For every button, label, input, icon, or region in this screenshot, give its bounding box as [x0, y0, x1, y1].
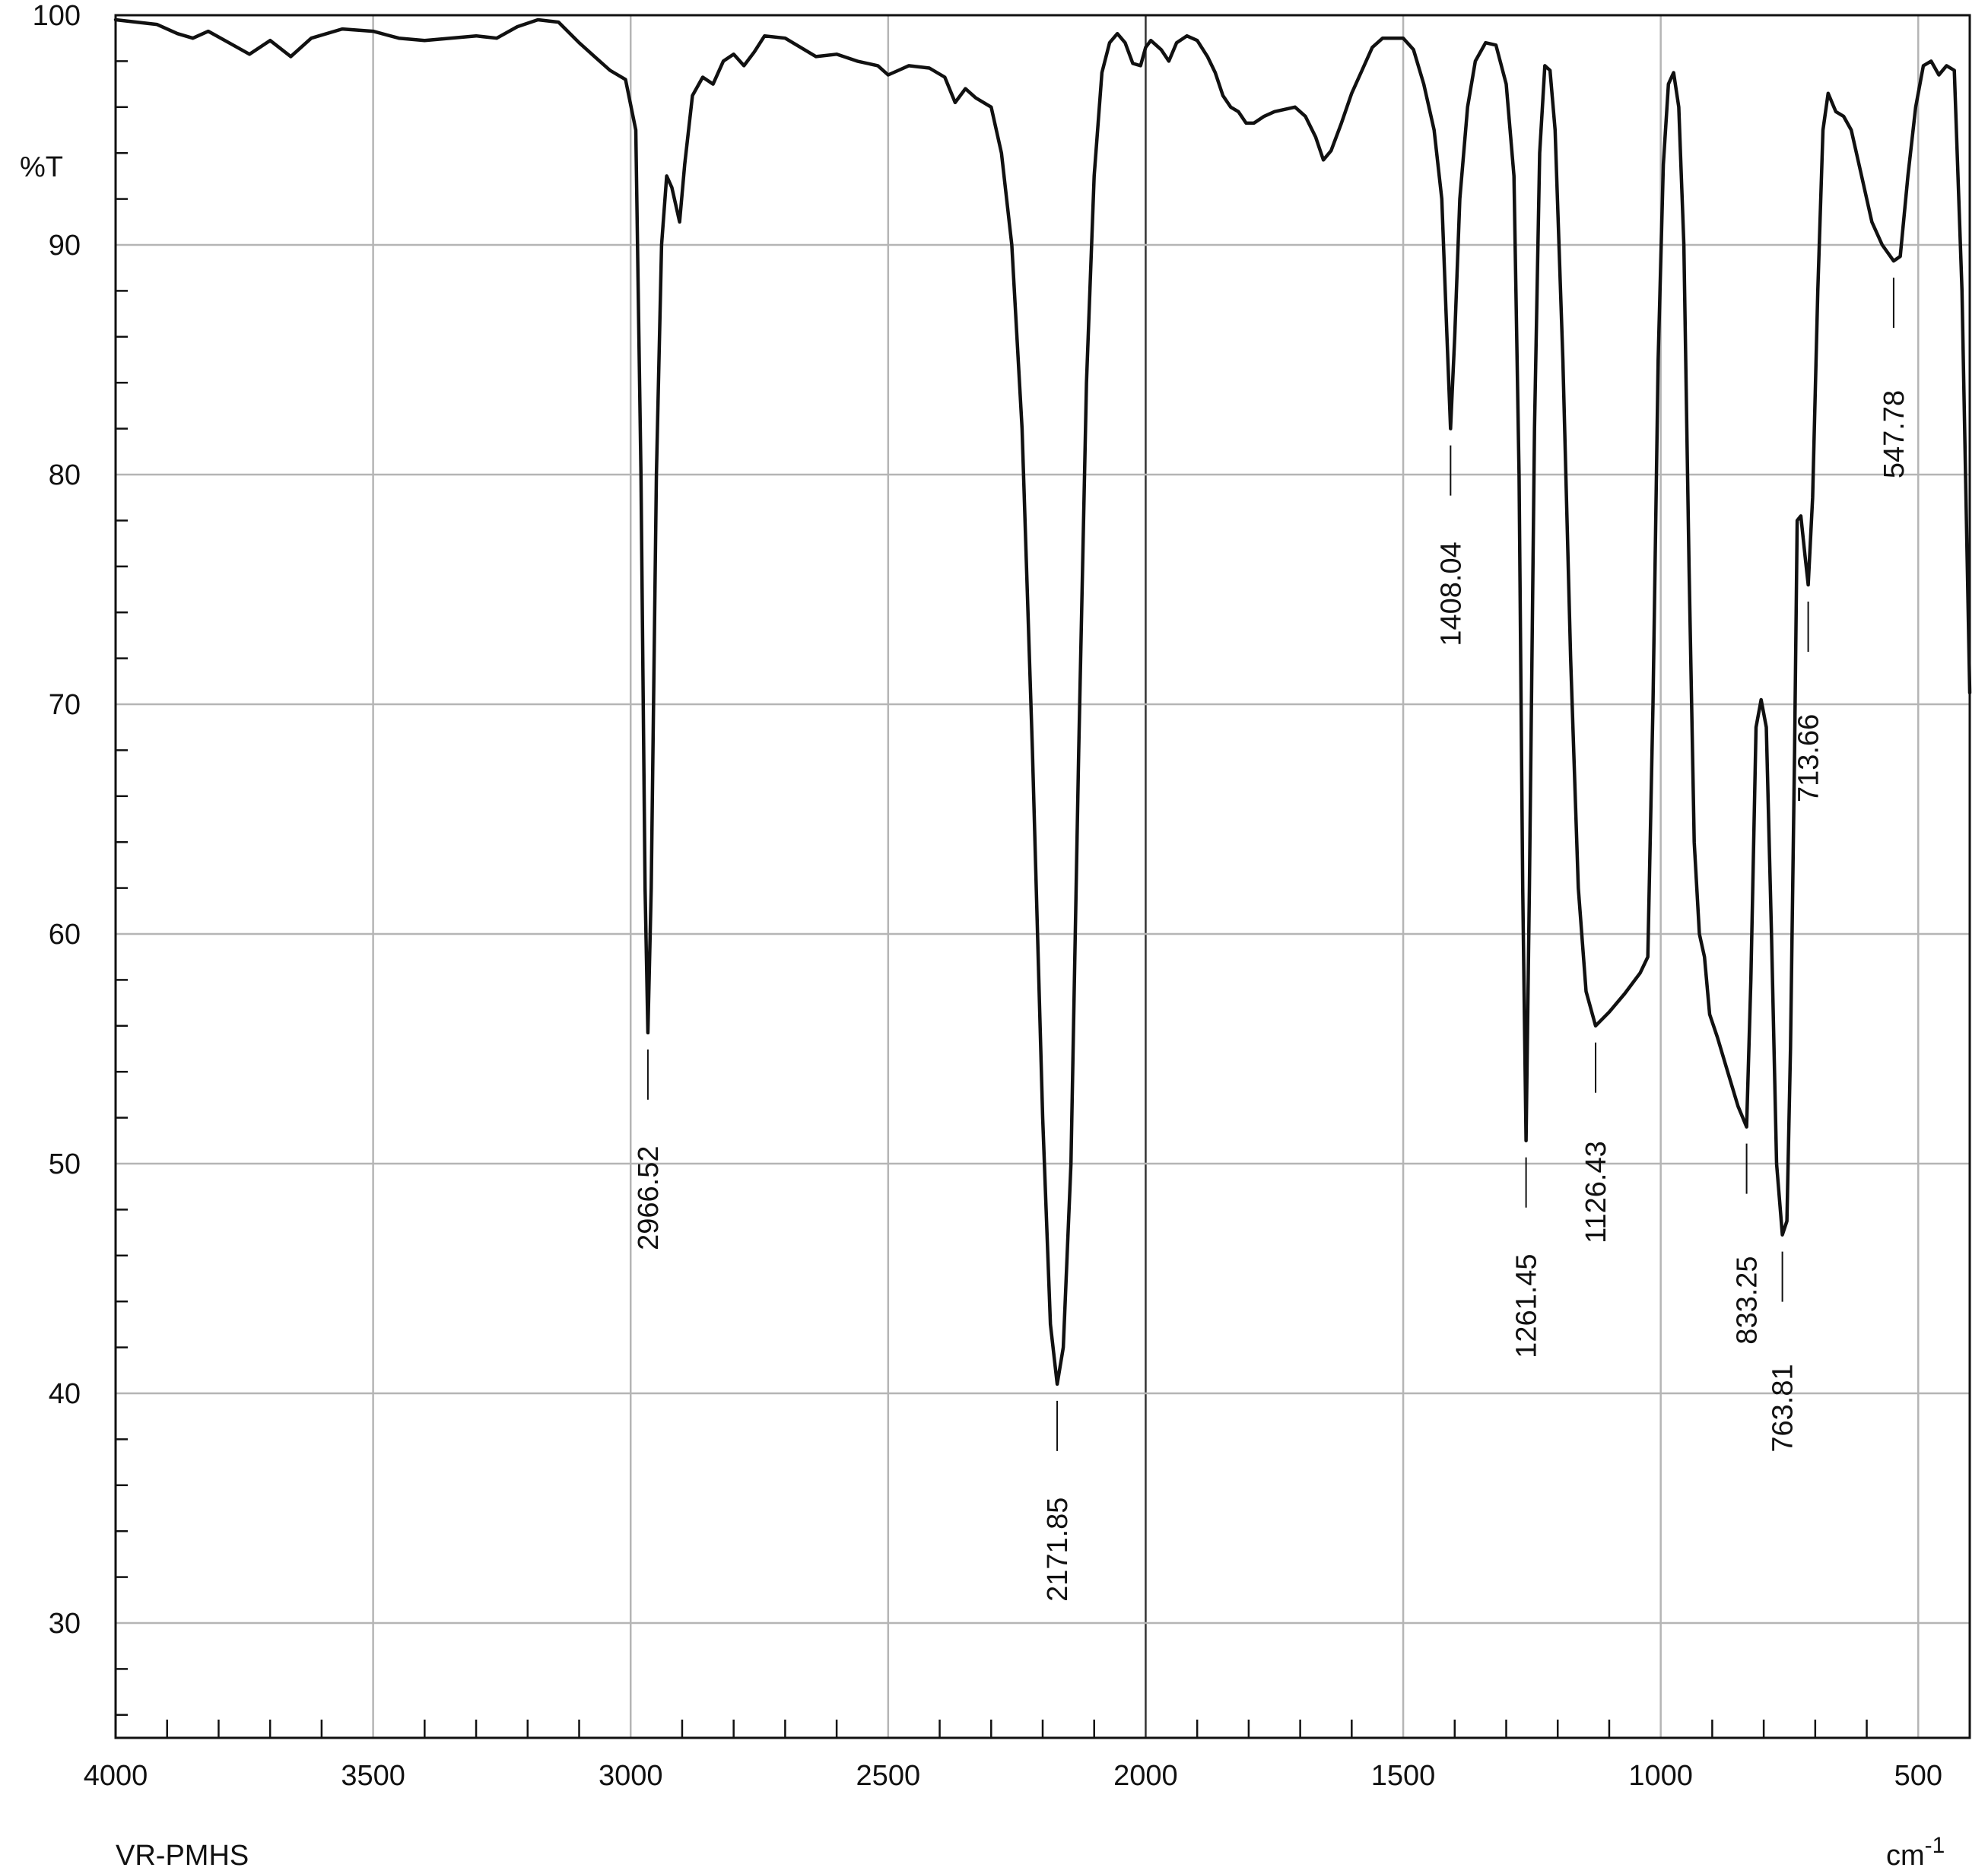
y-tick-label: 60	[49, 919, 81, 951]
peak-label: 763.81	[1767, 1364, 1799, 1452]
x-tick-label: 3000	[599, 1760, 663, 1792]
x-tick-label: 1000	[1628, 1760, 1693, 1792]
peak-label: 2171.85	[1042, 1498, 1074, 1602]
x-tick-label: 2500	[856, 1760, 921, 1792]
y-axis-label: %T	[20, 151, 63, 183]
y-tick-label: 50	[49, 1148, 81, 1180]
grid-layer	[116, 14, 1970, 1738]
sample-label: VR-PMHS	[116, 1840, 249, 1872]
peak-labels-layer: 2966.52 2171.85 1408.04 1261.45 1126.43 833.2…	[633, 278, 1910, 1602]
peak-label-group: 547.78	[1878, 278, 1910, 478]
peak-label-group: 1261.45	[1511, 1157, 1543, 1358]
peak-label: 1126.43	[1580, 1141, 1612, 1244]
peak-label: 713.66	[1793, 714, 1825, 802]
x-axis-unit-label: cm-1	[1886, 1833, 1945, 1872]
peak-label-group: 713.66	[1793, 601, 1825, 802]
peak-label: 2966.52	[633, 1145, 665, 1250]
peak-label: 547.78	[1878, 390, 1910, 478]
peak-label-group: 1126.43	[1580, 1042, 1612, 1244]
x-axis-unit-exponent: -1	[1925, 1833, 1945, 1858]
x-tick-label: 1500	[1371, 1760, 1436, 1792]
peak-label: 1261.45	[1511, 1253, 1543, 1358]
x-tick-label: 3500	[341, 1760, 405, 1792]
plot-frame	[114, 14, 1971, 1739]
spectrum-trace-layer	[113, 17, 1972, 1386]
y-tick-label: 90	[49, 230, 81, 262]
peak-label: 833.25	[1732, 1256, 1764, 1344]
peak-label-group: 1408.04	[1435, 445, 1467, 646]
peak-label-group: 763.81	[1767, 1251, 1799, 1453]
x-tick-label: 500	[1894, 1760, 1942, 1792]
y-tick-label: 70	[49, 689, 81, 721]
x-axis-unit-base: cm	[1886, 1840, 1925, 1872]
y-tick-label: 30	[49, 1608, 81, 1640]
peak-label: 1408.04	[1435, 542, 1467, 646]
y-tick-label: 80	[49, 459, 81, 491]
minor-ticks	[116, 60, 1868, 1738]
y-tick-label: 40	[49, 1378, 81, 1410]
peak-label-group: 833.25	[1732, 1143, 1764, 1345]
x-tick-label: 4000	[84, 1760, 148, 1792]
peak-label-group: 2171.85	[1042, 1400, 1074, 1602]
y-tick-labels: 30 40 50 60 70 80 90 100	[33, 0, 81, 1640]
spectrum-trace	[113, 17, 1972, 1386]
x-tick-label: 2000	[1113, 1760, 1178, 1792]
peak-label-group: 2966.52	[633, 1049, 665, 1250]
x-tick-labels: 4000 3500 3000 2500 2000 1500 1000 500	[84, 1760, 1942, 1792]
y-tick-label: 100	[33, 0, 81, 32]
